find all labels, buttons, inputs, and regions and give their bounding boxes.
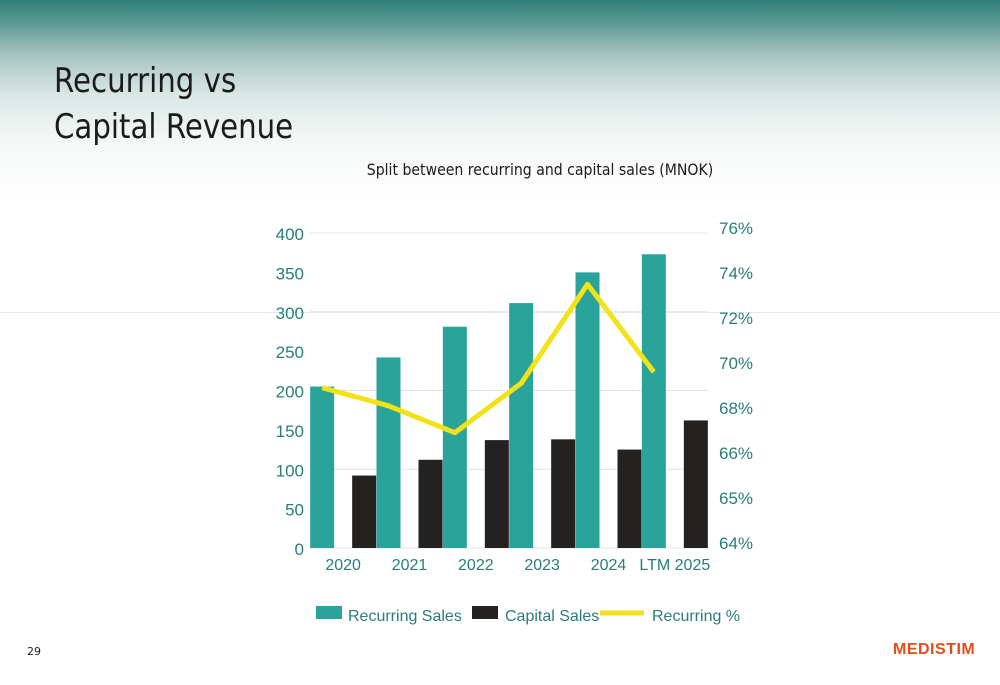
recurring-sales-bar xyxy=(310,386,335,548)
slide-title-line-1: Recurring vs xyxy=(54,61,237,101)
legend-recurring-swatch xyxy=(316,606,342,619)
page-number: 29 xyxy=(27,645,41,658)
legend-recurring-pct-label: Recurring % xyxy=(652,608,740,625)
recurring-sales-bar xyxy=(575,272,600,548)
y-left-tick-label: 0 xyxy=(295,540,304,559)
legend-capital-label: Capital Sales xyxy=(505,608,599,625)
recurring-sales-bar xyxy=(641,254,666,548)
y-left-tick-label: 350 xyxy=(276,264,304,283)
y-right-tick-label: 70% xyxy=(719,354,753,373)
y-right-tick-label: 65% xyxy=(719,489,753,508)
slide-divider xyxy=(0,312,1000,313)
capital-sales-bar xyxy=(418,459,443,548)
medistim-logo: MEDISTIM xyxy=(893,641,976,658)
x-tick-label: LTM 2025 xyxy=(639,557,710,574)
capital-sales-bar xyxy=(683,420,708,548)
y-right-tick-label: 74% xyxy=(719,264,753,283)
y-left-tick-label: 100 xyxy=(276,461,304,480)
y-right-tick-label: 68% xyxy=(719,399,753,418)
x-tick-label: 2022 xyxy=(458,557,494,574)
y-left-tick-label: 150 xyxy=(276,422,304,441)
x-tick-label: 2020 xyxy=(325,557,361,574)
header-band xyxy=(0,0,1000,200)
chart-title: Split between recurring and capital sale… xyxy=(366,160,714,179)
y-left-tick-label: 50 xyxy=(285,501,304,520)
capital-sales-bar xyxy=(617,449,642,548)
recurring-sales-bar xyxy=(376,357,401,548)
x-tick-label: 2024 xyxy=(591,557,627,574)
capital-sales-bar xyxy=(484,440,509,548)
y-left-tick-label: 200 xyxy=(276,383,304,402)
y-left-tick-label: 250 xyxy=(276,343,304,362)
capital-sales-bar xyxy=(352,475,377,548)
slide-title: Recurring vs Capital Revenue xyxy=(54,58,293,150)
recurring-sales-bar xyxy=(442,326,467,548)
y-right-tick-label: 76% xyxy=(719,219,753,238)
slide-title-line-2: Capital Revenue xyxy=(54,107,294,147)
y-right-tick-label: 66% xyxy=(719,444,753,463)
y-right-tick-label: 64% xyxy=(719,534,753,553)
recurring-pct-line xyxy=(321,281,656,436)
x-tick-label: 2021 xyxy=(392,557,428,574)
x-tick-label: 2023 xyxy=(524,557,560,574)
y-left-tick-label: 300 xyxy=(276,304,304,323)
y-right-tick-label: 72% xyxy=(719,309,753,328)
capital-sales-bar xyxy=(551,439,576,548)
legend-capital-swatch xyxy=(472,606,498,619)
y-left-tick-label: 400 xyxy=(276,225,304,244)
legend-recurring-label: Recurring Sales xyxy=(348,608,462,625)
recurring-sales-bar xyxy=(509,303,534,548)
